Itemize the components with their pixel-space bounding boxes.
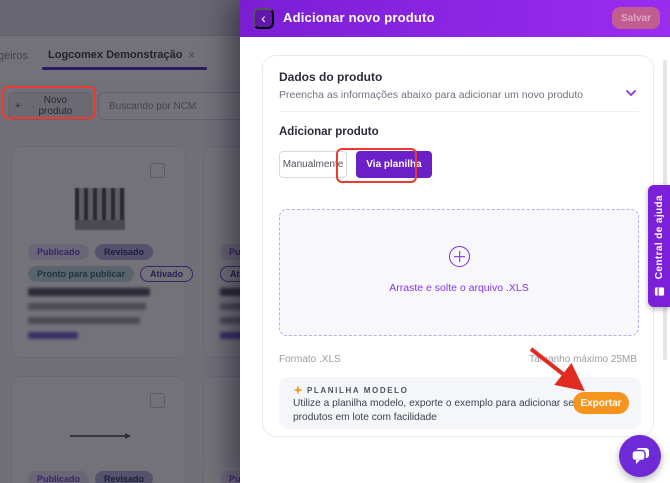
chevron-down-icon[interactable] (625, 86, 637, 98)
drawer-title: Adicionar novo produto (283, 10, 435, 25)
tab-via-planilha[interactable]: Via planilha (356, 151, 432, 178)
chevron-left-icon: ‹ (261, 10, 266, 26)
template-description: Utilize a planilha modelo, exporte o exe… (293, 398, 585, 423)
chat-launcher-button[interactable] (619, 435, 661, 477)
max-size-hint: Tamanho máximo 25MB (529, 354, 637, 365)
drawer-header: ‹ Adicionar novo produto Salvar (240, 0, 670, 37)
add-product-title: Adicionar produto (279, 126, 379, 138)
help-center-label: Central de ajuda (653, 195, 665, 280)
help-center-tab[interactable]: Central de ajuda (648, 185, 670, 307)
section-title: Dados do produto (279, 70, 383, 84)
add-product-drawer: ‹ Adicionar novo produto Salvar Dados do… (240, 0, 670, 483)
divider (279, 111, 639, 112)
template-spreadsheet-box: PLANILHA MODELO Utilize a planilha model… (279, 377, 641, 429)
book-icon (654, 286, 664, 296)
export-button[interactable]: Exportar (573, 392, 629, 414)
section-subtitle: Preencha as informações abaixo para adic… (279, 89, 584, 101)
template-label: PLANILHA MODELO (293, 385, 408, 395)
product-form-card: Dados do produto Preencha as informações… (262, 55, 654, 437)
sparkle-icon (293, 385, 303, 395)
template-label-text: PLANILHA MODELO (307, 385, 409, 395)
dropzone-label: Arraste e solte o arquivo .XLS (389, 282, 529, 294)
tab-manualmente[interactable]: Manualmente (279, 151, 347, 178)
plus-circle-icon (449, 246, 470, 267)
save-button[interactable]: Salvar (612, 7, 660, 29)
back-button[interactable]: ‹ (253, 8, 274, 29)
chat-bubbles-icon (631, 448, 649, 464)
format-hint: Formato .XLS (279, 354, 341, 365)
xls-dropzone[interactable]: Arraste e solte o arquivo .XLS (279, 209, 639, 336)
